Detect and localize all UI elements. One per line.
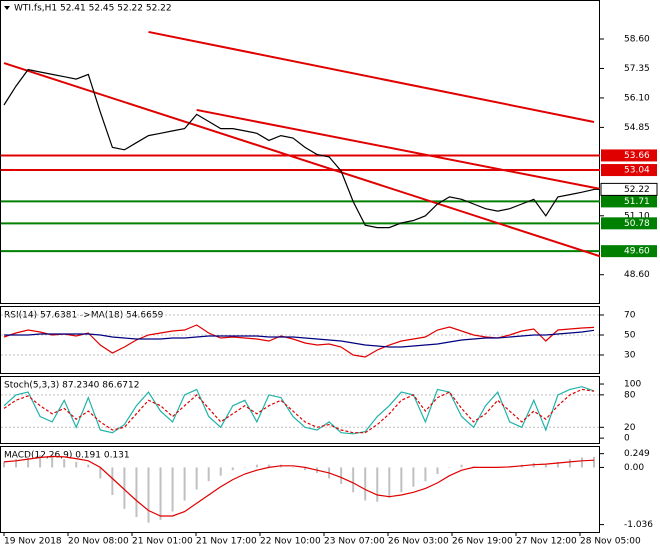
histogram-bar (580, 457, 583, 468)
x-tick-label: 19 Nov 2018 (4, 537, 62, 547)
trend-line (196, 108, 601, 190)
y-tick-label: 57.35 (624, 64, 650, 74)
y-tick-label: 30 (624, 351, 636, 361)
series-line (3, 386, 595, 435)
histogram-bar (544, 464, 547, 468)
histogram-bar (135, 467, 138, 518)
histogram-bar (436, 467, 439, 475)
series-line (3, 68, 595, 229)
level-label-box (601, 149, 657, 162)
histogram-bar (195, 467, 198, 490)
x-tick-label: 21 Nov 17:00 (196, 537, 257, 547)
histogram-bar (340, 467, 343, 484)
y-tick-label: 20 (624, 423, 636, 433)
trend-line (148, 30, 595, 123)
stoch-panel (0, 376, 600, 444)
y-tick-label: 100 (624, 380, 641, 390)
histogram-bar (171, 467, 174, 512)
x-tick-label: 21 Nov 01:00 (132, 537, 193, 547)
histogram-bar (75, 461, 78, 468)
histogram-bar (556, 461, 559, 468)
x-tick-label: 26 Nov 03:00 (388, 537, 449, 547)
level-label: 51.71 (624, 197, 650, 207)
stoch-title: Stoch(5,3,3) 87.2340 86.6712 (4, 381, 139, 391)
histogram-bar (15, 459, 18, 468)
histogram-bar (376, 467, 379, 502)
trend-line (3, 62, 601, 258)
histogram-bar (460, 464, 463, 468)
level-label-box (601, 245, 657, 258)
series-line (3, 455, 595, 517)
y-tick-label: 50 (624, 331, 636, 341)
histogram-bar (568, 459, 571, 468)
y-tick-label: 56.10 (624, 93, 650, 103)
x-tick-label: 23 Nov 07:00 (324, 537, 385, 547)
histogram-bar (388, 467, 391, 498)
rsi-title: RSI(14) 57.6381 ->MA(18) 54.6659 (4, 311, 164, 321)
level-label: 53.66 (624, 151, 650, 161)
histogram-bar (3, 461, 5, 468)
histogram-bar (99, 467, 102, 479)
histogram-bar (267, 464, 270, 468)
histogram-bar (87, 464, 90, 468)
x-tick-label: 27 Nov 12:00 (516, 537, 577, 547)
x-tick-label: 28 Nov 05:00 (580, 537, 641, 547)
histogram-bar (400, 467, 403, 493)
level-label: 49.60 (624, 247, 650, 257)
main-panel (0, 0, 600, 304)
y-tick-label: 51.10 (624, 211, 650, 221)
histogram-bar (304, 467, 307, 471)
histogram-bar (207, 467, 210, 482)
histogram-bar (291, 467, 294, 468)
rsi-panel (0, 306, 600, 374)
y-tick-label: 0.249 (624, 449, 650, 459)
x-tick-label: 26 Nov 19:00 (452, 537, 513, 547)
y-tick-label: 70 (624, 311, 636, 321)
level-label-box (601, 164, 657, 177)
histogram-bar (183, 467, 186, 501)
level-label-box (601, 217, 657, 230)
histogram-bar (412, 467, 415, 487)
histogram-bar (364, 467, 367, 501)
x-tick-label: 22 Nov 10:00 (260, 537, 321, 547)
histogram-bar (352, 467, 355, 493)
histogram-bar (243, 467, 246, 468)
last-price-label: 52.22 (624, 185, 650, 195)
histogram-bar (63, 459, 66, 468)
histogram-bar (111, 467, 114, 496)
menu-arrow[interactable] (4, 6, 10, 10)
histogram-bar (51, 456, 54, 468)
level-label-box (601, 195, 657, 208)
x-tick-label: 20 Nov 08:00 (68, 537, 129, 547)
y-tick-label: 58.60 (624, 35, 650, 45)
histogram-bar (27, 456, 30, 468)
last-price-box (600, 182, 658, 196)
histogram-bar (123, 467, 126, 509)
histogram-bar (147, 467, 150, 523)
macd-title: MACD(12,26,9) 0.191 0.131 (4, 451, 130, 461)
histogram-bar (219, 467, 222, 476)
histogram-bar (255, 464, 258, 468)
histogram-bar (448, 467, 451, 468)
series-line (3, 388, 595, 434)
y-tick-label: 0.00 (624, 463, 644, 473)
y-tick-label: 80 (624, 390, 636, 400)
series-line (4, 329, 595, 348)
symbol-header: WTI.fs,H1 52.41 52.45 52.22 52.22 (14, 4, 172, 14)
macd-panel (0, 446, 600, 533)
histogram-bar (424, 467, 427, 482)
level-label: 50.78 (624, 219, 650, 229)
y-tick-label: 54.85 (624, 123, 650, 133)
histogram-bar (39, 455, 42, 468)
histogram-bar (231, 467, 234, 471)
y-tick-label: 48.60 (624, 270, 650, 280)
histogram-bar (159, 467, 162, 520)
y-tick-label: 0 (624, 434, 630, 444)
histogram-bar (593, 456, 595, 468)
y-tick-label: -1.036 (624, 520, 653, 530)
level-label: 53.04 (624, 166, 650, 176)
